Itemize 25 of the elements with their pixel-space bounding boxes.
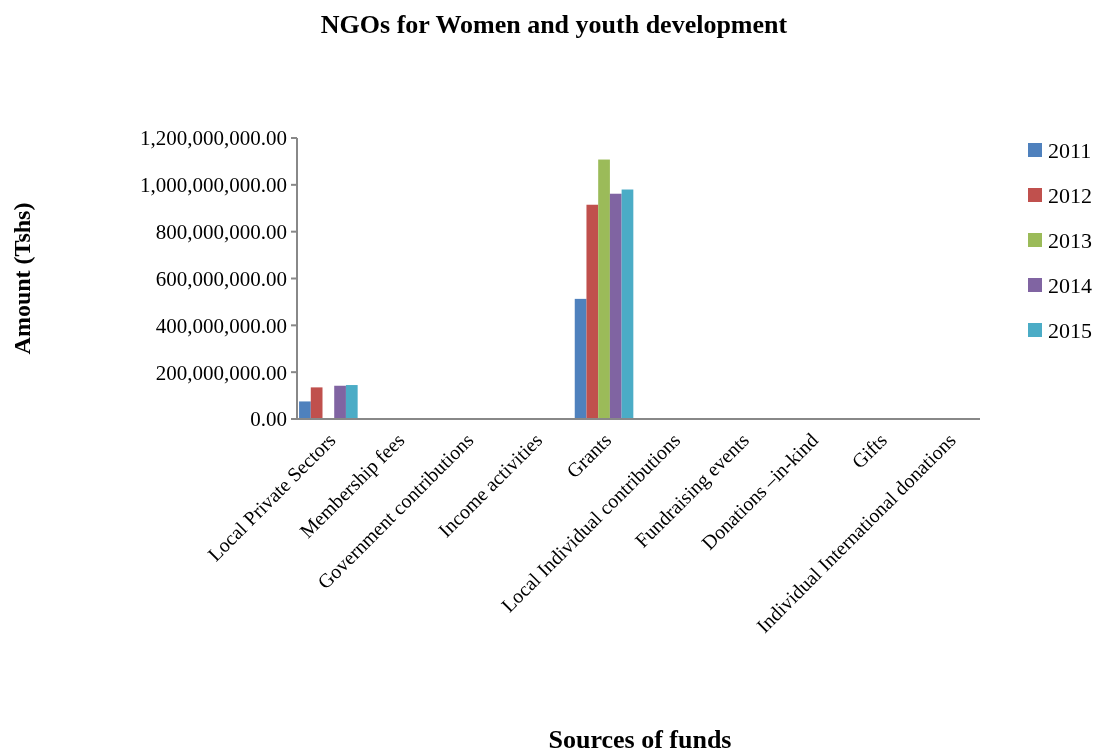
y-tick-label: 1,000,000,000.00 xyxy=(140,173,287,198)
bar xyxy=(345,385,358,419)
y-tick-label: 400,000,000.00 xyxy=(155,313,287,338)
y-tick-label: 200,000,000.00 xyxy=(155,360,287,385)
legend-label: 2014 xyxy=(1048,272,1092,298)
legend-label: 2012 xyxy=(1048,182,1092,208)
y-tick-label: 1,200,000,000.00 xyxy=(140,126,287,151)
y-axis-title: Amount (Tshs) xyxy=(9,202,35,355)
bar xyxy=(574,298,587,419)
y-tick-label: 800,000,000.00 xyxy=(155,220,287,245)
bar xyxy=(310,387,323,419)
bar xyxy=(586,204,599,419)
legend-label: 2011 xyxy=(1048,137,1092,163)
x-axis-title: Sources of funds xyxy=(548,725,732,754)
x-tick-label: Gifts xyxy=(847,428,892,473)
bar xyxy=(621,189,634,419)
bar xyxy=(334,385,346,419)
bar xyxy=(598,159,610,419)
y-tick-label: 600,000,000.00 xyxy=(155,266,287,291)
bar xyxy=(609,193,622,419)
y-tick-label: 0.00 xyxy=(250,407,287,432)
legend-label: 2013 xyxy=(1048,227,1092,253)
bar xyxy=(299,401,311,419)
legend-label: 2015 xyxy=(1048,317,1092,343)
chart-title: NGOs for Women and youth development xyxy=(320,10,788,39)
